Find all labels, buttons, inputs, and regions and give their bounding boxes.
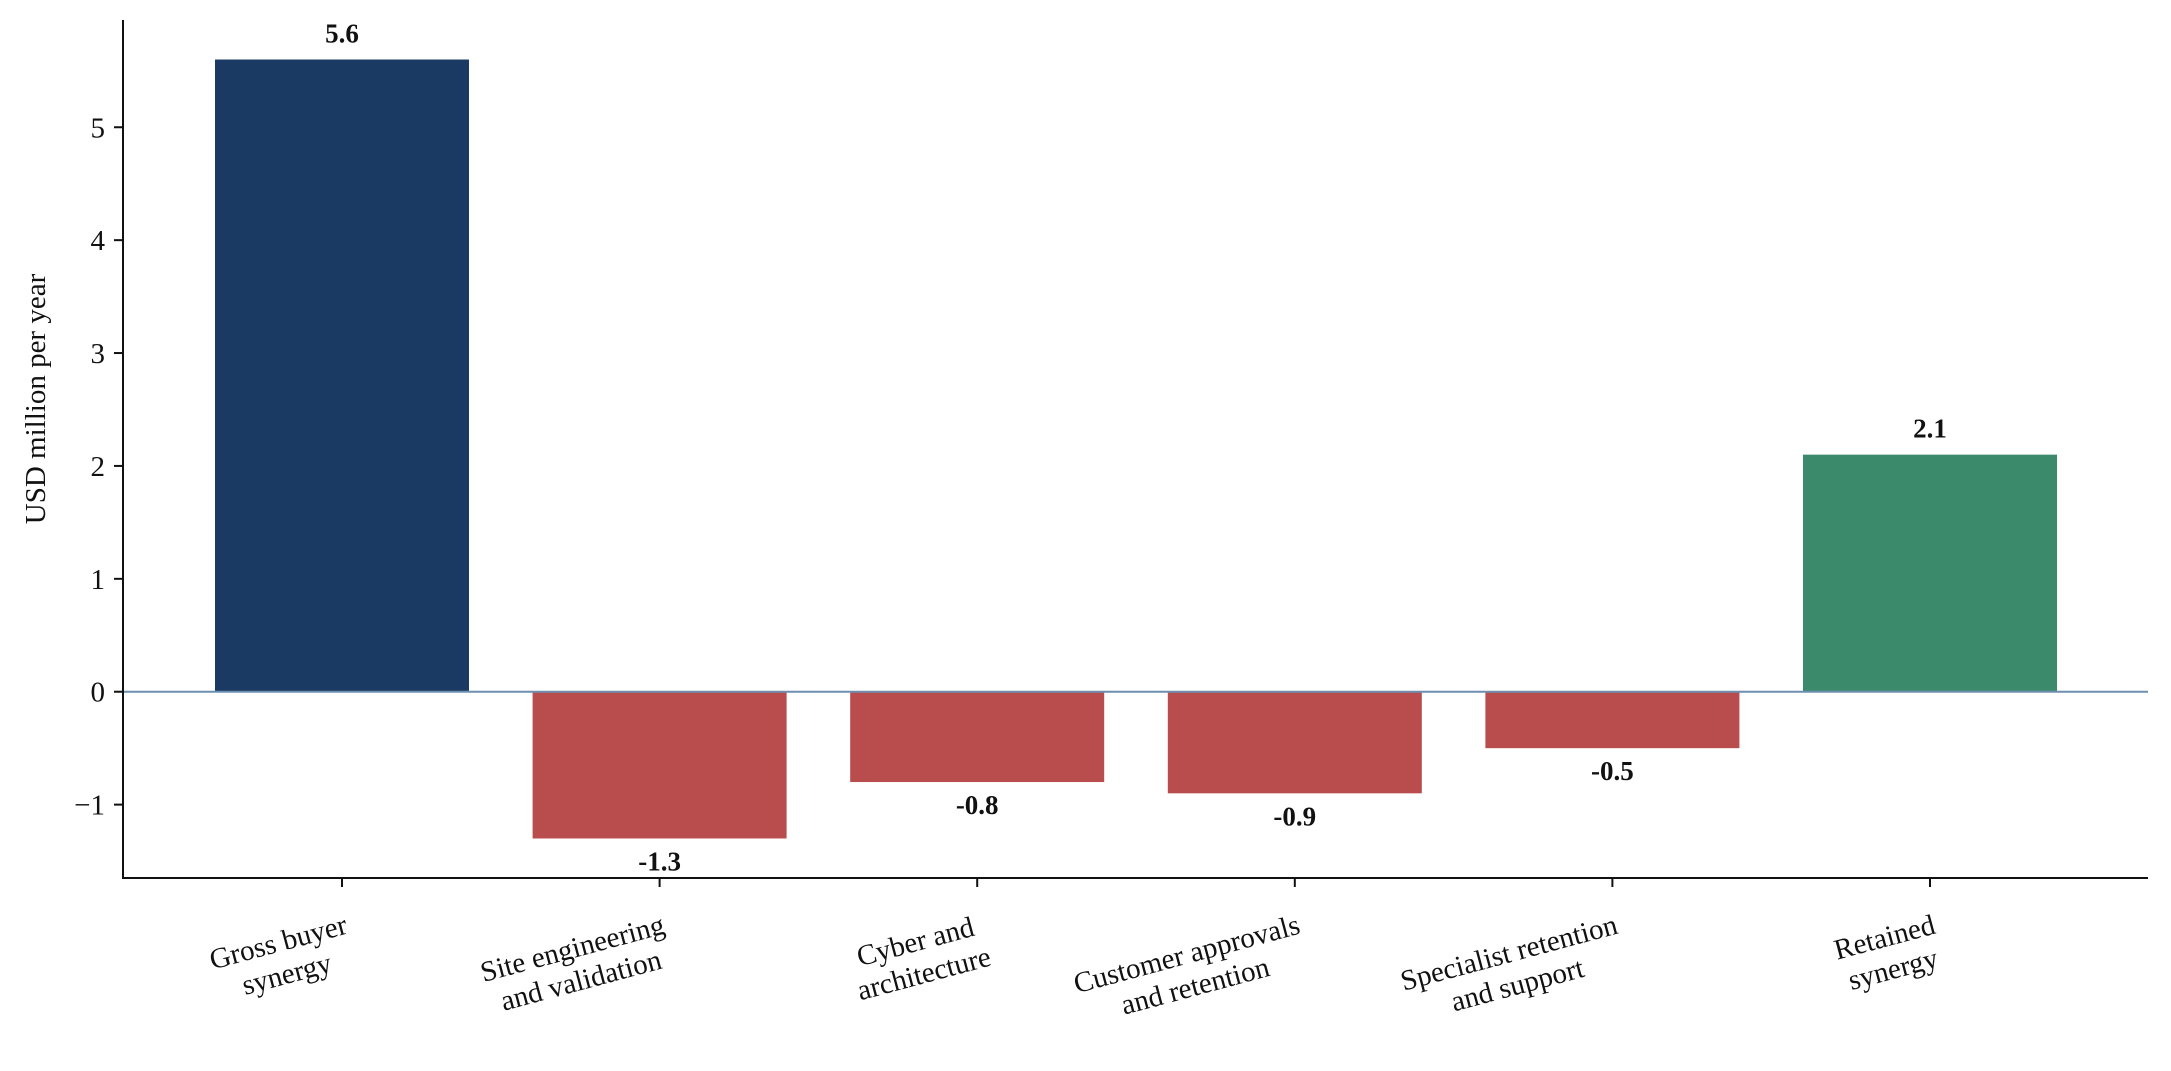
bars-layer bbox=[215, 59, 2057, 839]
bar-1 bbox=[532, 691, 787, 839]
bar-5 bbox=[1803, 454, 2057, 692]
bar-0 bbox=[215, 59, 469, 692]
data-label-1: -1.3 bbox=[638, 846, 681, 876]
data-label-2: -0.8 bbox=[956, 790, 999, 820]
y-tick-label-6: 5 bbox=[91, 112, 106, 144]
y-tick-label-5: 4 bbox=[91, 225, 106, 257]
x-tick-label-2: Cyber andarchitecture bbox=[845, 909, 994, 1007]
y-tick-label-2: 1 bbox=[91, 564, 106, 596]
bar-3 bbox=[1167, 691, 1422, 794]
axes-layer bbox=[114, 20, 2148, 887]
y-tick-label-3: 2 bbox=[91, 451, 106, 483]
x-tick-label-0: Gross buyersynergy bbox=[206, 909, 359, 1008]
data-label-0: 5.6 bbox=[325, 19, 359, 49]
x-tick-label-1: Site engineeringand validation bbox=[477, 909, 677, 1021]
y-tick-label-0: −1 bbox=[74, 790, 105, 822]
bar-4 bbox=[1485, 691, 1740, 749]
x-tick-label-5: Retainedsynergy bbox=[1831, 909, 1948, 999]
bar-2 bbox=[850, 691, 1105, 783]
data-label-3: -0.9 bbox=[1273, 801, 1316, 831]
data-label-4: -0.5 bbox=[1591, 756, 1634, 786]
data-label-5: 2.1 bbox=[1913, 414, 1947, 444]
x-tick-label-3: Customer approvalsand retention bbox=[1070, 909, 1312, 1032]
y-tick-label-4: 3 bbox=[91, 338, 106, 370]
x-tick-label-4: Specialist retentionand support bbox=[1397, 909, 1630, 1030]
y-axis-label: USD million per year bbox=[20, 273, 52, 524]
y-tick-label-1: 0 bbox=[91, 677, 106, 709]
